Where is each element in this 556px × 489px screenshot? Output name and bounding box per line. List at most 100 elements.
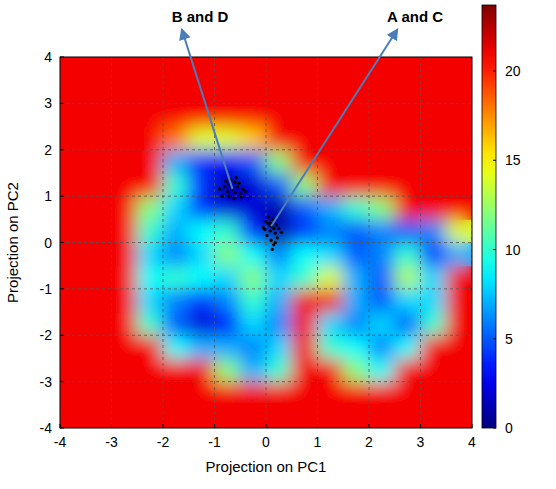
cell-base (420, 103, 447, 127)
cell (240, 288, 267, 312)
cell-base (85, 80, 112, 104)
cell (163, 265, 190, 289)
cell-base (137, 265, 164, 289)
cell-base (85, 103, 112, 127)
tick-y (60, 103, 64, 104)
cell-base (343, 196, 370, 220)
colorbar-tick (493, 160, 496, 161)
cell-base (85, 381, 112, 405)
cell (60, 242, 86, 266)
cell-base (369, 219, 396, 243)
cell (266, 103, 293, 127)
grid-line-y (60, 149, 472, 150)
cell (240, 57, 267, 81)
cell (394, 335, 421, 359)
cell (85, 103, 112, 127)
cell-base (163, 265, 190, 289)
cell (317, 219, 344, 243)
annotation-arrow (182, 30, 233, 189)
cell (266, 288, 293, 312)
cell (317, 265, 344, 289)
cell (163, 172, 190, 196)
tick-label-y: 4 (44, 49, 52, 65)
cell-base (214, 265, 241, 289)
tick-x (60, 424, 61, 428)
cell-base (111, 312, 138, 336)
cell-base (343, 312, 370, 336)
cell-base (446, 242, 472, 266)
tick-y (60, 381, 64, 382)
cell (420, 358, 447, 382)
cell (420, 335, 447, 359)
cell-base (420, 126, 447, 150)
cell-base (60, 196, 86, 220)
cell-base (85, 242, 112, 266)
cell (394, 57, 421, 81)
cell-base (394, 149, 421, 173)
cell (420, 242, 447, 266)
cell-base (317, 126, 344, 150)
cell (446, 312, 472, 336)
cell (446, 103, 472, 127)
cell-base (111, 265, 138, 289)
cell (369, 358, 396, 382)
cell-base (446, 312, 472, 336)
cell (369, 288, 396, 312)
grid-line-y (60, 242, 472, 243)
cell-base (317, 335, 344, 359)
colorbar-tick-label: 5 (505, 331, 513, 347)
grid-line-y (60, 103, 472, 104)
cell-base (85, 172, 112, 196)
cell (214, 242, 241, 266)
cell-base (369, 126, 396, 150)
cell (291, 242, 318, 266)
cell-base (420, 381, 447, 405)
cell-base (163, 312, 190, 336)
cell (266, 149, 293, 173)
cell-base (266, 103, 293, 127)
cell (137, 126, 164, 150)
cell (446, 404, 472, 428)
cell (394, 312, 421, 336)
cell-base (85, 265, 112, 289)
cell (394, 126, 421, 150)
cell (291, 312, 318, 336)
cell (111, 358, 138, 382)
cell-base (240, 404, 267, 428)
cell-base (137, 196, 164, 220)
cell-base (446, 126, 472, 150)
cell (188, 149, 215, 173)
cell (240, 219, 267, 243)
cell-base (266, 312, 293, 336)
cell (291, 265, 318, 289)
cell-base (85, 312, 112, 336)
cell (240, 358, 267, 382)
cell-base (446, 265, 472, 289)
cell-base (137, 126, 164, 150)
cell-base (446, 57, 472, 81)
chart: -4-3-2-101234-4-3-2-101234Projection on … (0, 0, 556, 489)
cell-base (111, 57, 138, 81)
cell-base (420, 265, 447, 289)
point (244, 190, 247, 193)
cells-base (60, 57, 472, 428)
cell-base (420, 172, 447, 196)
cell-base (214, 219, 241, 243)
cell (137, 404, 164, 428)
cell (188, 242, 215, 266)
cell (420, 126, 447, 150)
cell-base (266, 404, 293, 428)
cells (60, 57, 472, 428)
cell-base (420, 335, 447, 359)
cell-base (188, 381, 215, 405)
tick-label-y: 0 (44, 235, 52, 251)
point (234, 191, 237, 194)
cell (85, 57, 112, 81)
cell (317, 242, 344, 266)
cell (420, 312, 447, 336)
colorbar-tick (493, 249, 496, 250)
cell-base (214, 358, 241, 382)
cell-base (343, 126, 370, 150)
cell-base (137, 312, 164, 336)
cell-base (137, 242, 164, 266)
